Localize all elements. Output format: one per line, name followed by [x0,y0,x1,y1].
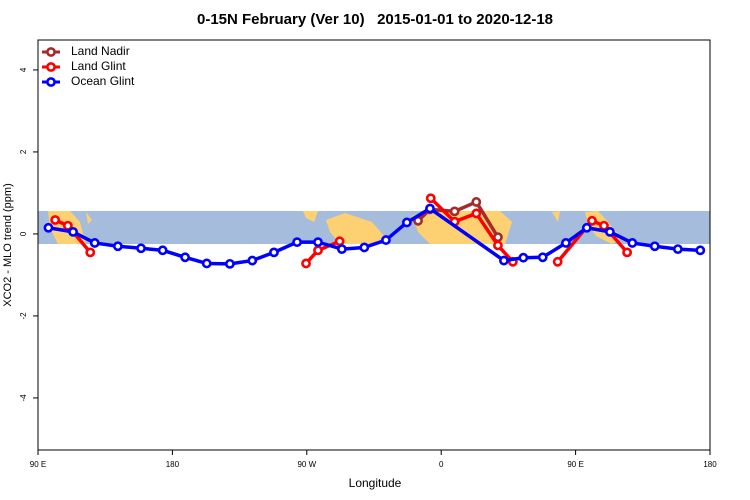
y-tick-label: 0 [19,231,28,236]
legend-marker [46,77,56,87]
x-tick-label: 180 [166,460,180,469]
data-point [587,215,597,226]
data-point [50,215,61,225]
data-point [85,247,96,258]
chart-title: 0-15N February (Ver 10) 2015-01-01 to 20… [197,11,553,28]
legend-marker [46,62,56,72]
data-point [269,247,279,258]
data-point [449,206,460,217]
y-tick-label: -2 [19,312,28,320]
data-point [43,222,54,233]
land [326,213,384,244]
data-point [313,237,323,248]
x-axis-label: Longitude [349,476,402,490]
y-tick-label: 2 [19,149,28,154]
data-point [518,252,529,263]
data-point [649,241,660,252]
land [552,211,560,222]
data-point [560,238,571,248]
legend-label: Ocean Glint [71,74,135,88]
x-tick-label: 90 W [297,460,316,469]
land [303,211,318,222]
data-point [605,226,615,237]
data-point [89,238,100,248]
data-point [313,245,323,256]
y-tick-label: -4 [19,394,28,402]
data-point [157,245,168,256]
data-point [224,258,235,269]
data-point [493,240,503,251]
data-point [622,247,633,258]
data-point [68,226,78,237]
legend-label: Land Glint [71,59,126,73]
y-axis-label: XCO2 - MLO trend (ppm) [2,183,14,306]
legend-marker [46,47,56,57]
land [86,212,92,224]
x-tick-label: 0 [439,460,444,469]
x-tick-label: 90 E [30,460,46,469]
data-point [599,220,609,231]
data-point [292,237,302,248]
plot-frame [37,39,711,451]
data-point [336,244,347,254]
data-point [471,197,482,207]
data-point [136,243,146,254]
legend-label: Land Nadir [71,44,130,58]
data-point [359,242,370,253]
data-point [201,258,212,269]
data-point [552,256,563,267]
data-point [180,252,190,263]
data-point [537,252,548,263]
series-line [48,206,701,266]
data-point [581,222,592,233]
y-tick-label: 4 [19,67,28,72]
x-tick-label: 90 E [567,460,583,469]
data-point [499,255,509,266]
data-point [381,235,391,245]
data-point [471,208,482,219]
data-point [401,217,412,228]
x-tick-label: 180 [703,460,717,469]
data-point [425,203,435,214]
data-point [672,244,683,254]
data-point [334,236,345,247]
data-point [247,255,258,266]
data-point [301,258,311,269]
data-point [627,238,638,248]
data-point [695,245,706,256]
data-point [112,241,123,252]
data-point [425,193,436,204]
